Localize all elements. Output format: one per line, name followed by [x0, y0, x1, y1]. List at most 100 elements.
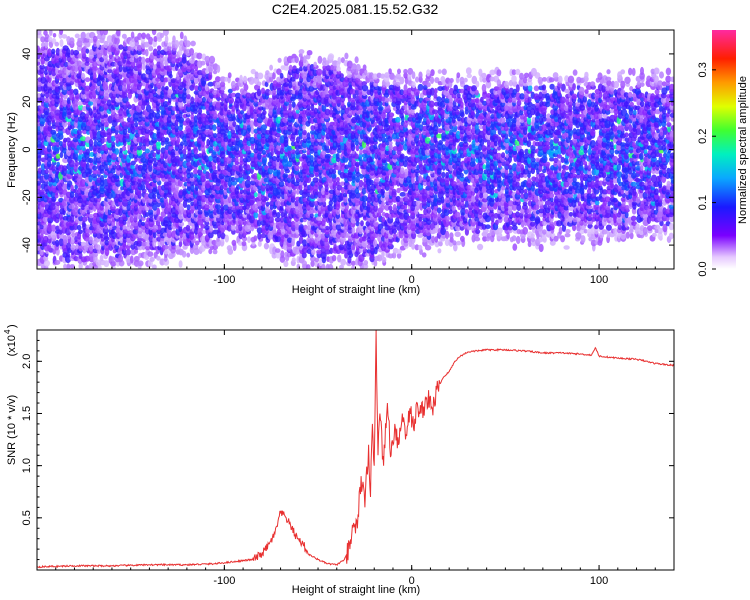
heat-cell: [99, 175, 105, 183]
heat-cell: [78, 229, 83, 234]
heat-cell: [72, 137, 79, 143]
heat-cell: [92, 128, 98, 137]
heat-cell: [351, 260, 356, 266]
heat-cell: [247, 236, 251, 244]
heat-cell: [63, 263, 68, 269]
heat-cell: [166, 65, 173, 72]
heat-cell: [95, 259, 102, 267]
heat-cell: [184, 40, 191, 48]
heat-cell: [70, 244, 76, 251]
heat-cell: [61, 34, 68, 39]
heat-cell: [157, 45, 162, 51]
heat-cell: [130, 255, 134, 264]
heat-cell: [140, 136, 146, 144]
heat-cell: [88, 213, 94, 219]
heat-cell: [292, 188, 297, 196]
heat-cell: [391, 188, 397, 196]
heat-cell: [283, 260, 289, 268]
heat-cell: [182, 244, 188, 250]
heat-cell: [137, 178, 144, 183]
heat-cell: [177, 212, 184, 220]
heat-cell: [181, 65, 188, 73]
heat-cell: [43, 259, 51, 267]
heat-cell: [153, 161, 159, 168]
heat-cell: [80, 139, 86, 147]
heat-cell: [145, 104, 152, 113]
heat-cell: [100, 136, 105, 144]
heat-cell: [144, 245, 151, 251]
heat-cell: [78, 104, 84, 111]
heat-cell: [309, 155, 314, 163]
heat-cell: [44, 97, 49, 103]
heat-cell: [163, 77, 169, 83]
heat-cell: [59, 30, 64, 35]
heat-cell: [88, 175, 93, 183]
heat-cell: [152, 224, 158, 230]
heat-cell: [96, 79, 102, 87]
heat-cell: [242, 75, 248, 84]
heat-cell: [155, 112, 161, 120]
heat-cell: [145, 212, 150, 218]
heat-cell: [327, 53, 335, 60]
heat-cell: [230, 80, 236, 89]
heat-cell: [43, 172, 50, 180]
heat-cell: [284, 125, 288, 131]
heat-cell: [55, 93, 60, 100]
heat-cell: [155, 126, 161, 131]
heat-cell: [239, 74, 243, 83]
heat-cell: [136, 145, 143, 151]
heat-cell: [178, 129, 184, 135]
heat-cell: [62, 183, 69, 190]
heat-cell: [152, 132, 157, 140]
heat-cell: [182, 53, 187, 61]
heat-cell: [58, 238, 65, 247]
heat-cell: [434, 88, 438, 95]
heat-cell: [337, 56, 342, 65]
heat-cell: [418, 175, 423, 184]
heat-cell: [441, 171, 446, 179]
heat-cell: [160, 76, 165, 83]
heat-cell: [110, 228, 115, 235]
heat-cell: [253, 192, 258, 198]
heat-cell: [327, 263, 334, 269]
heat-cell: [294, 56, 299, 64]
heat-cell: [141, 56, 146, 65]
heat-cell: [136, 104, 143, 113]
heat-cell: [418, 71, 423, 80]
heat-cell: [312, 177, 319, 183]
heat-cell: [51, 48, 56, 55]
heat-cell: [88, 108, 93, 116]
heat-cell: [138, 56, 142, 62]
heat-cell: [426, 69, 431, 77]
heat-cell: [149, 256, 155, 262]
heat-cell: [134, 121, 139, 128]
heat-cell: [82, 220, 86, 228]
heat-cell: [148, 45, 154, 52]
heat-cell: [340, 258, 347, 266]
heat-cell: [74, 33, 80, 39]
heat-cell: [110, 256, 115, 263]
heat-cell: [79, 207, 87, 215]
heat-cell: [280, 216, 285, 223]
heat-cell: [164, 86, 169, 91]
heat-cell: [76, 129, 82, 136]
heat-cell: [96, 39, 100, 48]
heat-cell: [74, 184, 78, 190]
heat-cell: [384, 97, 390, 103]
heat-cell: [421, 252, 427, 258]
heat-cell: [388, 112, 395, 118]
heat-cell: [257, 72, 264, 80]
heat-cell: [74, 205, 79, 210]
heat-cell: [75, 244, 79, 250]
heat-cell: [186, 252, 191, 258]
heat-cell: [186, 88, 190, 95]
heat-cell: [95, 244, 101, 251]
heat-cell: [316, 68, 323, 76]
heat-cell: [426, 175, 431, 183]
heat-cell: [73, 172, 79, 180]
heat-cell: [85, 148, 91, 156]
heat-cell: [42, 215, 49, 223]
heat-cell: [61, 99, 68, 107]
heat-cell: [55, 47, 61, 56]
heat-cell: [92, 35, 98, 43]
